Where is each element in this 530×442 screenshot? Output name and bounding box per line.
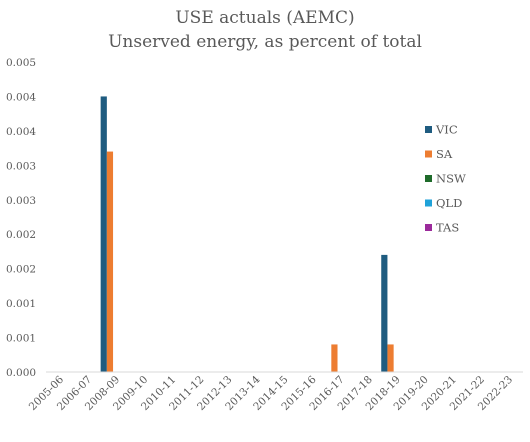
legend-label-nsw: NSW: [436, 172, 466, 186]
legend-swatch-vic: [425, 126, 432, 133]
y-tick-label: 0.004: [6, 91, 36, 103]
legend-label-sa: SA: [436, 147, 453, 161]
y-tick-label: 0.002: [6, 229, 36, 241]
y-tick-label: 0.004: [6, 126, 36, 138]
chart-subtitle: Unserved energy, as percent of total: [108, 32, 422, 52]
plot-area: [100, 96, 394, 372]
legend-label-qld: QLD: [436, 196, 462, 210]
bar-vic: [100, 96, 107, 372]
y-tick-label: 0.005: [6, 57, 36, 69]
y-axis: 0.000 0.001 0.001 0.002 0.002 0.003 0.003 0.004…: [6, 57, 36, 379]
bar-sa: [106, 151, 114, 372]
y-tick-label: 0.003: [6, 160, 36, 172]
legend-swatch-nsw: [425, 175, 432, 182]
chart-title: USE actuals (AEMC): [175, 8, 354, 28]
bar-sa: [331, 344, 338, 372]
bar-sa: [387, 344, 394, 372]
legend-swatch-sa: [425, 150, 432, 158]
legend: VIC SA NSW QLD TAS: [425, 123, 466, 235]
y-tick-label: 0.001: [6, 333, 36, 345]
y-tick-label: 0.001: [6, 298, 36, 310]
legend-label-tas: TAS: [436, 221, 459, 235]
y-tick-label: 0.002: [6, 264, 36, 276]
y-tick-label: 0.000: [6, 367, 36, 379]
legend-swatch-tas: [425, 224, 432, 231]
bar-vic: [381, 254, 388, 372]
x-axis: 2005-062006-072008-092009-102010-112011-…: [27, 373, 515, 413]
legend-swatch-qld: [425, 199, 432, 207]
y-tick-label: 0.003: [6, 195, 36, 207]
legend-label-vic: VIC: [435, 123, 458, 137]
